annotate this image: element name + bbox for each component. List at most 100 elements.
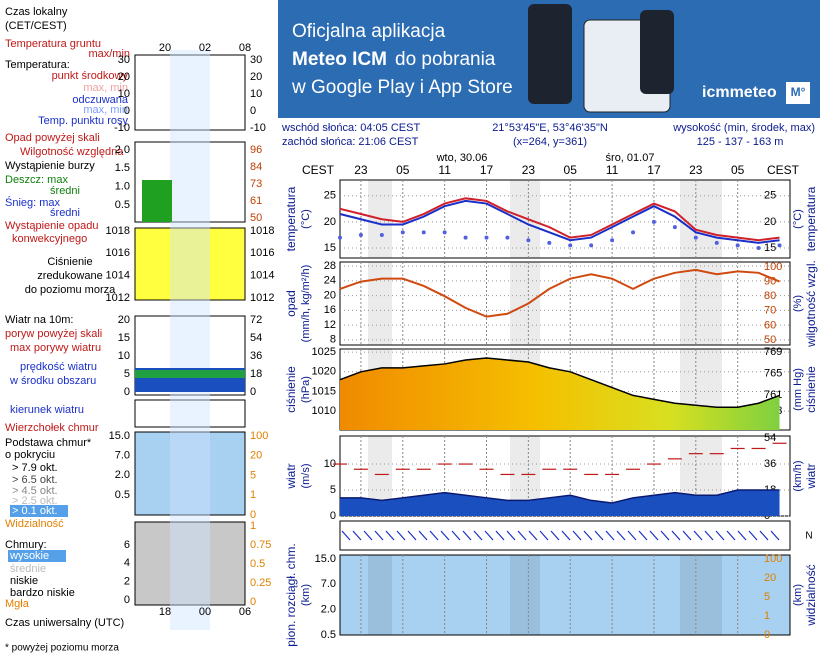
y-tick-label: 24 — [324, 275, 336, 287]
panel — [339, 554, 791, 636]
hour-label: 20 — [159, 42, 171, 54]
y-tick-label: 1020 — [312, 366, 336, 378]
wind-arrow — [627, 530, 637, 541]
dew-dot — [568, 243, 573, 248]
grid-point: (x=264, y=361) — [513, 136, 587, 148]
wind-arrow — [737, 530, 747, 541]
y-tick-label: 28 — [324, 260, 336, 272]
wind-arrow — [407, 530, 417, 541]
legend-text: punkt środkowy — [52, 70, 129, 82]
legend-text: Wilgotność względna — [20, 146, 124, 158]
mini-tick: 5 — [250, 469, 256, 481]
y2-tick-label: 765 — [764, 368, 782, 380]
phone — [528, 4, 572, 104]
legend-text: Śnieg: max — [5, 196, 61, 209]
legend-text: kierunek wiatru — [10, 404, 84, 416]
banner-text: Oficjalna aplikacja — [292, 21, 446, 42]
badge-text: M° — [791, 85, 806, 99]
mini-tick: 1 — [250, 489, 256, 501]
x-tick-label: 23 — [354, 163, 368, 177]
wind-arrow — [506, 530, 516, 541]
x-tick-label: 11 — [606, 163, 619, 177]
mini-tick: 0 — [250, 105, 256, 117]
legend-text: > 7.9 okt. — [12, 462, 58, 474]
series-area — [340, 358, 780, 430]
night — [368, 262, 392, 345]
wind-arrow — [605, 530, 615, 541]
legend-text: poryw powyżej skali — [5, 328, 102, 340]
legend-text: max/min — [88, 48, 130, 60]
legend-text: Chmury: — [5, 539, 47, 551]
night — [368, 555, 392, 635]
mini-tick: 1014 — [106, 270, 130, 282]
x-tick-label: 11 — [438, 163, 451, 177]
night — [680, 555, 722, 635]
dew-dot — [526, 238, 531, 243]
mini-tick: 0 — [250, 509, 256, 521]
wind-arrow — [726, 530, 736, 541]
series-line — [339, 268, 780, 318]
series-line — [340, 489, 780, 504]
y-tick-label: 0 — [330, 510, 336, 522]
y-tick-label: 0 — [764, 629, 770, 641]
wind-arrow — [341, 530, 351, 541]
series-line — [339, 357, 780, 408]
mini-tick: 30 — [250, 54, 262, 66]
mini-tick: 0 — [124, 105, 130, 117]
y2-tick-label: 36 — [764, 458, 776, 470]
y2-axis-label: widzialność — [804, 564, 818, 626]
mini-tick: 10 — [118, 88, 130, 100]
legend-text: > 4.5 okt. — [12, 485, 58, 497]
wind-arrow — [385, 530, 395, 541]
label-bg — [10, 505, 68, 517]
wind-arrow — [451, 530, 461, 541]
mini-tick: 20 — [250, 71, 262, 83]
mini-tick: 96 — [250, 144, 262, 156]
mini-tick: 0 — [124, 594, 130, 606]
hour-label: 00 — [199, 606, 211, 618]
mini-tick: 0.5 — [115, 199, 130, 211]
mini-tick: 15.0 — [109, 430, 130, 442]
y2-tick-label: 769 — [764, 346, 782, 358]
mini-rain — [142, 180, 172, 222]
mini-wind — [135, 370, 245, 378]
mini-tick: 73 — [250, 178, 262, 190]
dew-dot — [484, 235, 489, 240]
y2-axis-unit: (°C) — [792, 209, 804, 229]
compass: N — [805, 531, 812, 542]
dew-dot — [610, 238, 615, 243]
panel — [339, 261, 791, 346]
wind-arrow — [363, 530, 373, 541]
wind-arrow — [561, 530, 571, 541]
mini-tick: 1012 — [250, 292, 274, 304]
wind-arrow — [770, 530, 780, 541]
dew-dot — [358, 232, 363, 237]
y-tick-label: 16 — [324, 304, 336, 316]
legend-text: Wierzchołek chmur — [5, 422, 99, 434]
mini-tick: 15 — [118, 332, 130, 344]
legend-text: zredukowane — [37, 270, 102, 282]
banner-text: do pobrania — [395, 49, 496, 70]
night — [510, 262, 540, 345]
legend-text: bardzo niskie — [10, 587, 75, 599]
y2-axis-unit: (mm Hg) — [792, 368, 804, 411]
mini-tick: 1018 — [250, 225, 274, 237]
legend-text: Czas uniwersalny (UTC) — [5, 617, 124, 629]
mini-tick: 0.75 — [250, 539, 271, 551]
legend-text: max porywy wiatru — [10, 342, 101, 354]
panel — [339, 179, 791, 259]
mini-tick: 1014 — [250, 270, 274, 282]
wind-arrow — [594, 530, 604, 541]
x-tick-label: 05 — [731, 163, 745, 177]
y-tick-label: 100 — [764, 553, 782, 565]
series-area — [340, 490, 780, 516]
legend-text: > 6.5 okt. — [12, 474, 58, 486]
mini-tick: 20 — [118, 314, 130, 326]
brand: icmmeteo — [702, 84, 777, 101]
mini-tick: 2.0 — [115, 469, 130, 481]
mini-tick: 1018 — [106, 225, 130, 237]
mini-tick: 0 — [124, 386, 130, 398]
night — [680, 262, 722, 345]
y-axis-label: opad — [284, 290, 298, 317]
legend-text: Temperatura gruntu — [5, 38, 101, 50]
